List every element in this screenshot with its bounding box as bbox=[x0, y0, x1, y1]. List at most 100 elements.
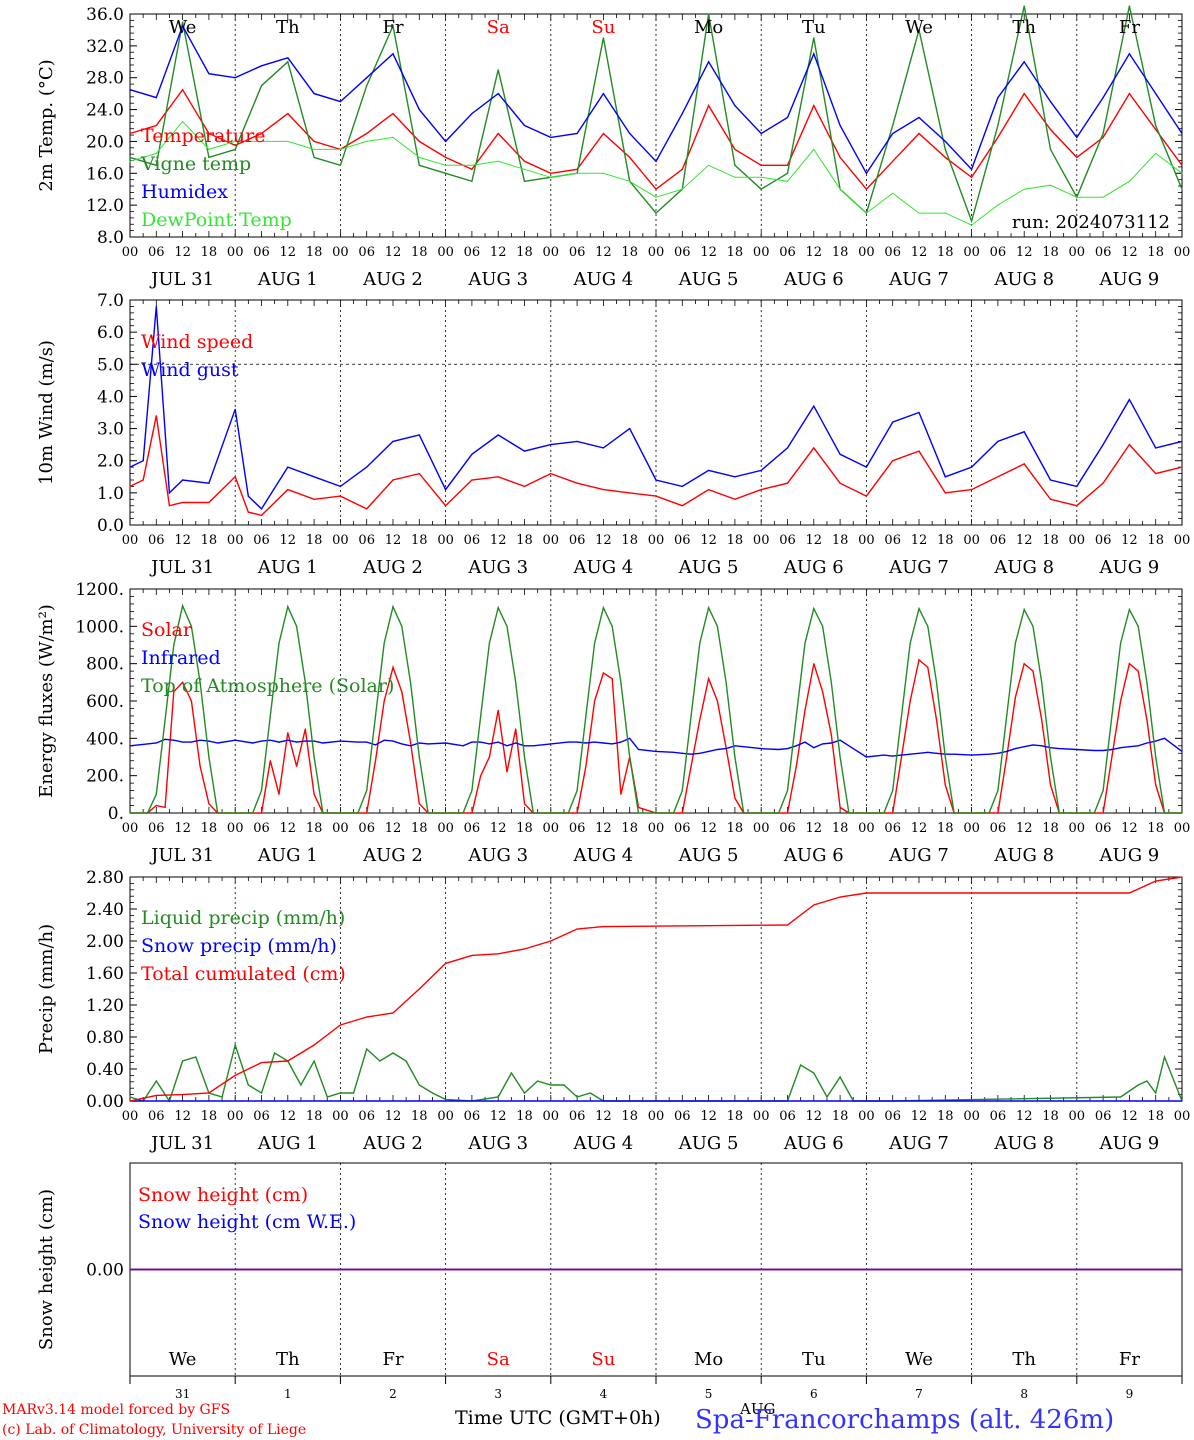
data-point bbox=[190, 700, 192, 702]
date-label: AUG 8 bbox=[993, 845, 1054, 866]
data-point bbox=[865, 892, 868, 894]
data-point bbox=[699, 719, 701, 721]
data-point bbox=[1155, 756, 1157, 758]
hour-tick-label: 18 bbox=[937, 1109, 954, 1124]
hour-tick-label: 18 bbox=[727, 1109, 744, 1124]
data-point bbox=[655, 160, 657, 162]
data-point bbox=[155, 124, 157, 127]
data-point bbox=[602, 132, 605, 135]
run-annotation: run: 2024073112 bbox=[1012, 212, 1170, 233]
data-point bbox=[971, 220, 973, 222]
data-point bbox=[813, 447, 815, 449]
hour-tick-label: 12 bbox=[490, 1109, 507, 1124]
hour-tick-label: 00 bbox=[753, 821, 770, 836]
day-number-label: 31 bbox=[175, 1387, 190, 1401]
hour-tick-label: 12 bbox=[911, 245, 928, 260]
data-point bbox=[848, 812, 850, 814]
weekday-label: Su bbox=[591, 1349, 615, 1370]
data-point bbox=[129, 485, 131, 487]
data-point bbox=[585, 715, 587, 717]
data-point bbox=[708, 489, 710, 491]
data-point bbox=[734, 164, 736, 166]
data-point bbox=[1155, 447, 1157, 449]
data-point bbox=[182, 1094, 184, 1096]
date-label: JUL 31 bbox=[149, 845, 214, 866]
data-point bbox=[576, 741, 578, 743]
data-point bbox=[681, 790, 683, 792]
data-point bbox=[269, 739, 271, 741]
data-point bbox=[129, 132, 131, 135]
data-point bbox=[392, 666, 394, 669]
y-tick-label: 800. bbox=[86, 655, 124, 675]
hour-tick-label: 00 bbox=[858, 245, 875, 260]
data-point bbox=[208, 132, 210, 135]
data-point bbox=[1146, 742, 1148, 744]
hour-tick-label: 00 bbox=[227, 821, 244, 836]
data-point bbox=[786, 172, 789, 174]
weekday-label: Tu bbox=[802, 1349, 826, 1370]
data-point bbox=[786, 164, 789, 166]
data-point bbox=[339, 495, 341, 497]
hour-tick-label: 12 bbox=[280, 821, 297, 836]
data-point bbox=[269, 760, 271, 762]
data-point bbox=[208, 501, 210, 504]
data-point bbox=[182, 1060, 184, 1062]
data-point bbox=[445, 172, 447, 174]
data-point bbox=[900, 715, 903, 717]
day-number-label: 3 bbox=[494, 1387, 502, 1401]
legend-entry: Humidex bbox=[141, 181, 228, 203]
data-point bbox=[173, 644, 175, 646]
data-point bbox=[287, 466, 289, 468]
hour-tick-label: 06 bbox=[569, 533, 586, 548]
date-label: AUG 3 bbox=[467, 1133, 528, 1154]
data-point bbox=[287, 489, 289, 491]
data-point bbox=[339, 740, 341, 742]
data-point bbox=[392, 53, 394, 55]
data-point bbox=[462, 812, 464, 814]
data-point bbox=[374, 744, 377, 746]
data-point bbox=[366, 132, 368, 135]
data-point bbox=[813, 608, 815, 610]
date-label: AUG 9 bbox=[1099, 269, 1160, 290]
data-point bbox=[1076, 485, 1078, 487]
data-point bbox=[611, 678, 613, 680]
data-point bbox=[155, 742, 157, 744]
data-point bbox=[602, 93, 605, 95]
data-point bbox=[813, 904, 815, 906]
data-point bbox=[445, 812, 447, 814]
data-point bbox=[208, 740, 210, 742]
data-point bbox=[217, 812, 219, 814]
data-point bbox=[602, 607, 605, 609]
data-point bbox=[462, 745, 464, 747]
data-point bbox=[418, 109, 420, 111]
data-point bbox=[515, 681, 517, 683]
data-point bbox=[1093, 749, 1095, 752]
data-point bbox=[260, 132, 263, 135]
data-point bbox=[865, 812, 868, 814]
data-point bbox=[1128, 746, 1130, 748]
hour-tick-label: 06 bbox=[253, 533, 270, 548]
data-point bbox=[392, 440, 394, 442]
data-point bbox=[471, 741, 473, 743]
data-point bbox=[629, 132, 631, 135]
data-point bbox=[252, 812, 254, 814]
hour-tick-label: 18 bbox=[727, 821, 744, 836]
legend-entry: Snow height (cm W.E.) bbox=[138, 1211, 356, 1233]
lab-credit: (c) Lab. of Climatology, University of L… bbox=[2, 1422, 306, 1438]
data-point bbox=[208, 756, 210, 758]
data-point bbox=[1014, 642, 1017, 644]
hour-tick-label: 00 bbox=[858, 1109, 875, 1124]
data-point bbox=[602, 926, 605, 928]
hour-tick-label: 00 bbox=[648, 821, 665, 836]
data-point bbox=[164, 738, 166, 740]
data-point bbox=[716, 625, 719, 627]
data-point bbox=[813, 1072, 815, 1074]
data-point bbox=[1049, 128, 1052, 131]
data-point bbox=[313, 740, 315, 742]
data-point bbox=[620, 681, 622, 683]
data-point bbox=[655, 812, 657, 814]
date-label: AUG 5 bbox=[678, 845, 739, 866]
data-point bbox=[497, 1096, 499, 1098]
data-point bbox=[339, 164, 341, 166]
